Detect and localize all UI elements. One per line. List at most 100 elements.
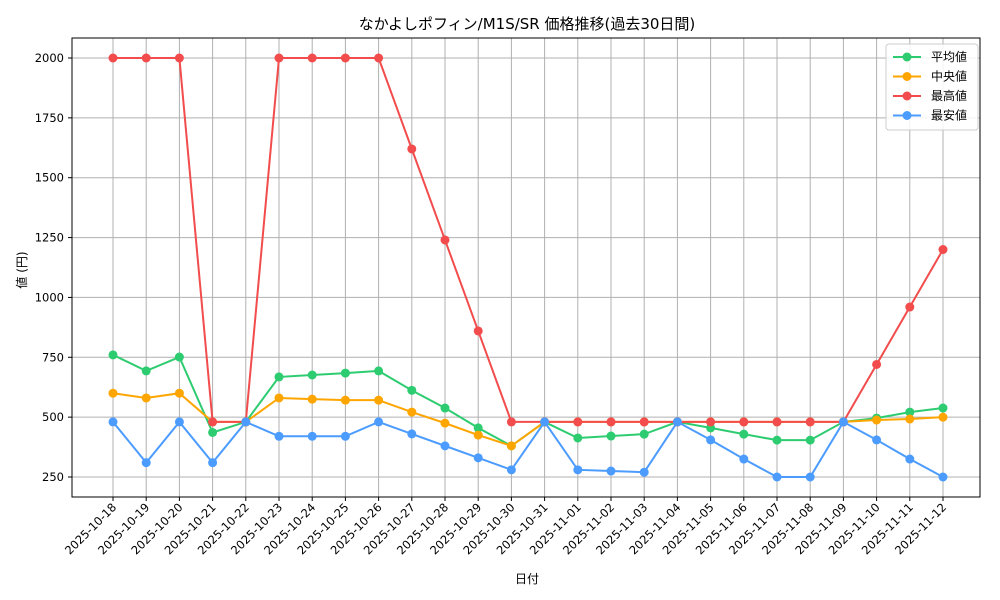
data-point	[905, 407, 915, 417]
data-point	[374, 53, 384, 63]
chart-title: なかよしポフィン/M1S/SR 価格推移(過去30日間)	[359, 15, 696, 33]
legend-marker	[902, 72, 912, 81]
grid	[72, 38, 980, 497]
legend-marker	[902, 52, 912, 62]
y-tick-label: 250	[42, 470, 64, 484]
data-point	[208, 417, 218, 427]
y-tick-label: 1000	[35, 290, 64, 304]
legend-box	[885, 43, 979, 131]
y-tick-label: 750	[42, 350, 64, 364]
data-point	[241, 417, 251, 427]
y-tick-label: 1500	[35, 171, 64, 185]
data-point	[473, 326, 483, 336]
data-point	[208, 427, 218, 437]
data-point	[506, 441, 516, 451]
data-point	[573, 465, 583, 475]
data-point	[440, 441, 450, 451]
data-point	[573, 417, 583, 427]
x-axis-label: 日付	[515, 572, 539, 586]
data-point	[506, 465, 516, 475]
legend-marker	[902, 91, 912, 101]
data-point	[473, 453, 483, 463]
data-point	[639, 417, 649, 427]
data-point	[606, 431, 616, 441]
data-point	[374, 417, 384, 427]
data-point	[108, 350, 118, 360]
y-tick-label: 500	[42, 410, 64, 424]
data-point	[938, 403, 948, 413]
data-point	[307, 53, 317, 63]
data-point	[407, 144, 417, 154]
data-point	[440, 403, 450, 413]
data-point	[739, 454, 749, 464]
data-point	[407, 385, 417, 395]
data-point	[307, 370, 317, 380]
data-point	[606, 466, 616, 476]
data-point	[938, 412, 948, 422]
legend-label: 平均値	[931, 49, 967, 64]
data-point	[274, 372, 284, 382]
data-point	[174, 53, 184, 63]
data-point	[108, 417, 118, 427]
data-point	[938, 245, 948, 255]
data-point	[174, 352, 184, 362]
series-3	[108, 417, 948, 482]
data-point	[706, 435, 716, 445]
data-point	[440, 235, 450, 245]
data-point	[274, 431, 284, 441]
data-point	[208, 458, 218, 468]
data-point	[473, 423, 483, 433]
data-point	[307, 431, 317, 441]
data-point	[440, 418, 450, 428]
data-point	[739, 429, 749, 439]
data-point	[805, 472, 815, 482]
data-point	[938, 472, 948, 482]
data-point	[174, 417, 184, 427]
data-point	[905, 454, 915, 464]
series-group	[108, 53, 948, 482]
y-tick-label: 1250	[35, 231, 64, 245]
data-point	[108, 388, 118, 398]
legend-label: 最安値	[931, 108, 967, 123]
data-point	[540, 417, 550, 427]
data-point	[407, 429, 417, 439]
data-point	[307, 394, 317, 404]
y-axis: 250 500 750 1000 1250 1500 1750 2000	[35, 51, 72, 484]
data-point	[274, 53, 284, 63]
legend-marker	[902, 111, 912, 120]
data-point	[805, 435, 815, 445]
data-point	[606, 417, 616, 427]
data-point	[772, 472, 782, 482]
data-point	[141, 53, 151, 63]
data-point	[872, 415, 882, 425]
data-point	[473, 430, 483, 440]
data-point	[141, 366, 151, 376]
data-point	[672, 417, 682, 427]
y-tick-label: 1750	[35, 111, 64, 125]
plot-frame	[71, 37, 981, 498]
data-point	[407, 407, 417, 417]
data-point	[739, 417, 749, 427]
legend-label: 中央値	[931, 69, 967, 84]
data-point	[340, 368, 350, 378]
series-1	[108, 388, 948, 451]
data-point	[174, 388, 184, 398]
data-point	[141, 393, 151, 403]
x-axis: 2025-10-182025-10-192025-10-202025-10-21…	[62, 497, 949, 557]
y-tick-label: 2000	[35, 51, 64, 65]
legend-label: 最高値	[931, 88, 967, 103]
data-point	[872, 359, 882, 369]
data-point	[141, 458, 151, 468]
data-point	[374, 366, 384, 376]
data-point	[340, 395, 350, 405]
data-point	[639, 467, 649, 477]
data-point	[506, 417, 516, 427]
data-point	[905, 414, 915, 424]
data-point	[772, 435, 782, 445]
data-point	[905, 302, 915, 312]
data-point	[573, 433, 583, 443]
data-point	[374, 395, 384, 405]
data-point	[274, 393, 284, 403]
